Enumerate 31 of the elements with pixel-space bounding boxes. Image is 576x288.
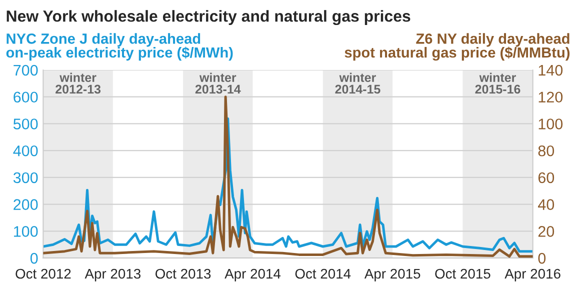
y2-tick-label: 120 (538, 92, 563, 103)
y2-tick-label: 140 (538, 64, 563, 76)
y-axis-title: NYC Zone J daily day-ahead on-peak electricity price ($/MWh) (6, 33, 233, 61)
y-tick-label: 500 (13, 118, 38, 130)
band-label: winter 2012-13 (56, 72, 101, 94)
x-tick-label: Oct 2015 (435, 268, 490, 279)
y2-tick-label: 40 (538, 199, 554, 210)
x-tick-label: Apr 2015 (364, 268, 420, 282)
y-tick-label: 400 (13, 145, 38, 156)
x-tick-label: Apr 2016 (504, 268, 560, 282)
y-tick-label: 100 (14, 226, 38, 237)
chart-title: New York wholesale electricity and natural gas prices (6, 10, 410, 26)
y-tick-label: 600 (14, 92, 38, 103)
y-tick-label: 700 (14, 64, 38, 76)
band-label: winter 2013-14 (195, 72, 241, 94)
y2-tick-label: 60 (538, 172, 554, 184)
band-label: winter 2015-16 (475, 72, 520, 94)
band-label: winter 2014-15 (335, 72, 380, 94)
y-tick-label: 200 (14, 199, 38, 210)
x-tick-label: Apr 2014 (224, 268, 281, 282)
x-tick-label: Oct 2013 (156, 268, 211, 279)
x-tick-label: Apr 2013 (84, 268, 140, 282)
y2-axis-title: Z6 NY daily day-ahead spot natural gas price ($/MMBtu) (344, 33, 570, 61)
y2-tick-label: 0 (538, 252, 546, 264)
y2-tick-label: 80 (538, 145, 554, 156)
y2-tick-label: 100 (538, 118, 563, 130)
y-tick-label: 300 (13, 172, 38, 184)
x-tick-label: Oct 2012 (16, 268, 71, 279)
y-tick-label: 0 (30, 252, 38, 264)
x-tick-label: Oct 2014 (295, 268, 351, 279)
y2-tick-label: 20 (538, 226, 554, 237)
